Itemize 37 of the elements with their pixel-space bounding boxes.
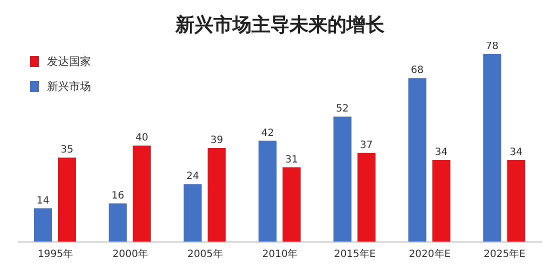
bar	[108, 203, 127, 242]
x-tick-label: 2020年E	[408, 248, 451, 260]
data-label: 68	[410, 65, 424, 76]
bar	[357, 152, 376, 242]
legend-label: 发达国家	[47, 54, 91, 69]
bar	[507, 160, 526, 242]
bar	[132, 146, 151, 242]
x-tick-label: 2025年E	[484, 248, 526, 260]
x-tick-label: 2000年	[112, 248, 148, 260]
bar	[408, 78, 426, 242]
data-label: 34	[510, 147, 523, 158]
x-tick-label: 2015年E	[334, 248, 376, 260]
bar	[282, 167, 301, 242]
x-tick-label: 2005年	[187, 248, 223, 260]
bar	[34, 208, 52, 242]
data-label: 39	[210, 135, 224, 146]
data-label: 14	[36, 195, 50, 206]
bar	[184, 184, 202, 242]
bar	[58, 158, 76, 242]
bar	[258, 140, 277, 242]
data-label: 40	[135, 132, 148, 144]
bar	[432, 160, 450, 242]
chart-title: 新兴市场主导未来的增长	[174, 13, 386, 38]
bar	[208, 148, 226, 242]
bar	[333, 116, 352, 242]
legend-label: 新兴市场	[47, 79, 91, 94]
bar	[483, 54, 502, 242]
data-label: 16	[111, 190, 124, 202]
data-label: 42	[261, 128, 274, 139]
data-label: 37	[360, 140, 373, 151]
data-label: 24	[186, 171, 200, 182]
data-label: 35	[60, 144, 74, 156]
data-label: 34	[434, 147, 448, 158]
x-tick-label: 1995年	[38, 248, 74, 260]
data-label: 31	[285, 154, 298, 166]
data-label: 52	[336, 104, 349, 115]
x-tick-label: 2010年	[262, 248, 298, 260]
